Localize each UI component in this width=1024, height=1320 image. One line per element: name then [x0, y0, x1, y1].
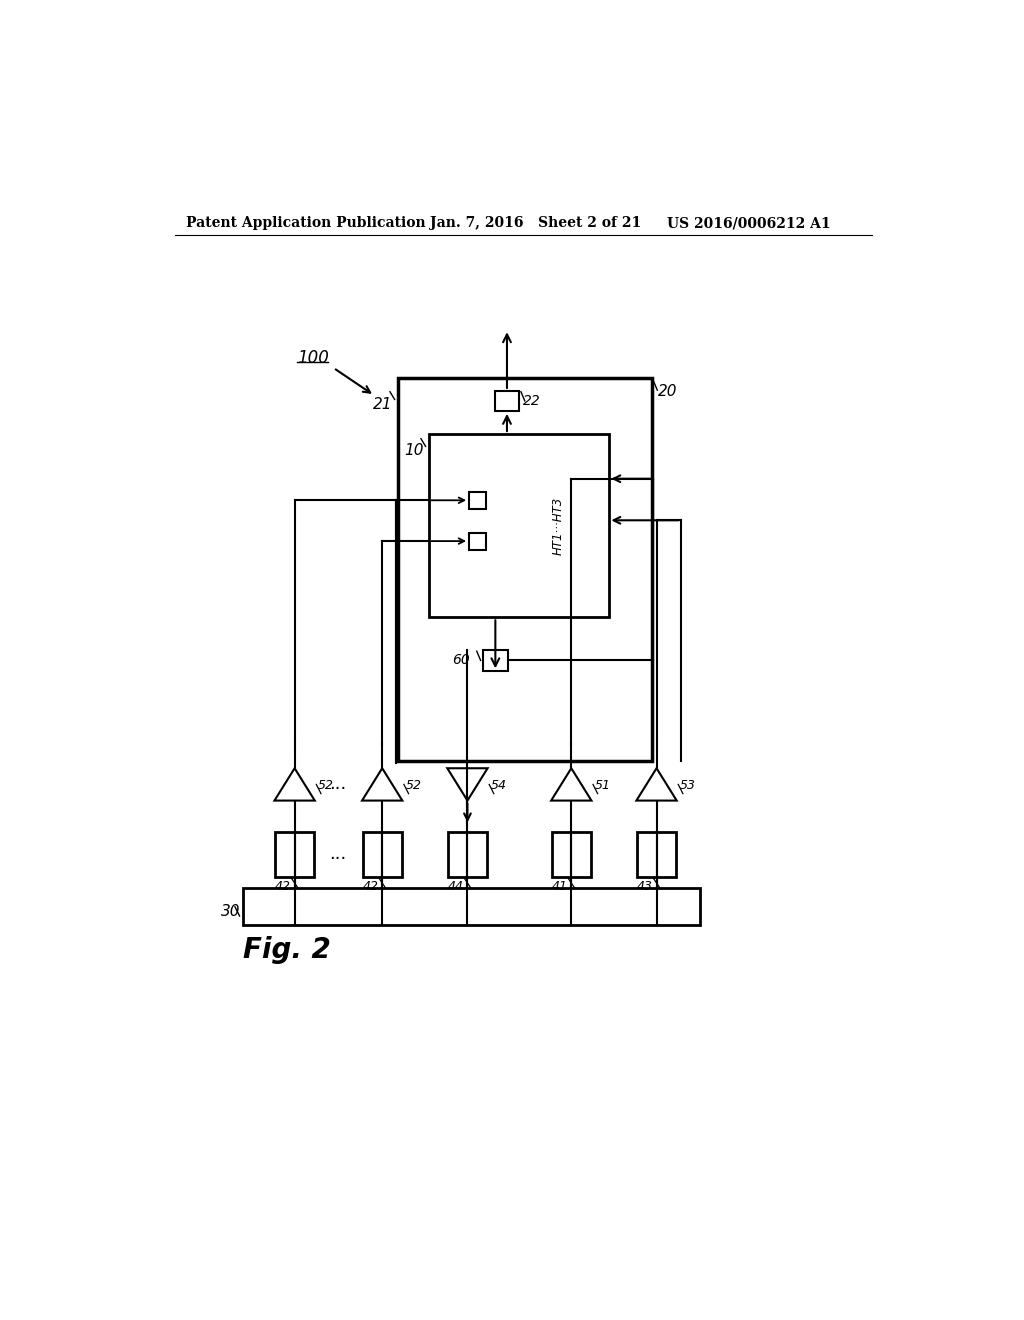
Bar: [469, 533, 486, 549]
Bar: [483, 649, 508, 671]
Bar: [449, 832, 486, 876]
Text: ...: ...: [330, 846, 347, 863]
Text: Jan. 7, 2016   Sheet 2 of 21: Jan. 7, 2016 Sheet 2 of 21: [430, 216, 641, 230]
Text: Patent Application Publication: Patent Application Publication: [186, 216, 426, 230]
Text: 100: 100: [297, 350, 329, 367]
Text: 54: 54: [490, 779, 507, 792]
Text: 60: 60: [452, 653, 470, 667]
Text: 10: 10: [403, 444, 423, 458]
Text: 44: 44: [449, 880, 464, 892]
Text: 21: 21: [373, 397, 392, 412]
Text: 52: 52: [406, 779, 422, 792]
Bar: [275, 832, 314, 876]
Text: 20: 20: [658, 384, 678, 399]
Bar: [362, 832, 401, 876]
Bar: [637, 832, 676, 876]
Text: US 2016/0006212 A1: US 2016/0006212 A1: [667, 216, 830, 230]
Text: 51: 51: [595, 779, 610, 792]
Bar: [429, 434, 608, 618]
Bar: [552, 832, 591, 876]
Bar: [397, 378, 652, 762]
Bar: [495, 391, 519, 411]
Text: 53: 53: [680, 779, 695, 792]
Text: 42: 42: [275, 880, 291, 892]
Text: Fig. 2: Fig. 2: [243, 936, 331, 964]
Text: HT1···HT3: HT1···HT3: [552, 496, 564, 554]
Text: 30: 30: [221, 904, 241, 919]
Bar: [469, 492, 486, 508]
Bar: [243, 888, 700, 925]
Text: 22: 22: [522, 395, 541, 408]
Text: 43: 43: [637, 880, 653, 892]
Text: 42: 42: [362, 880, 379, 892]
Text: 52: 52: [317, 779, 334, 792]
Text: ...: ...: [330, 775, 347, 793]
Text: 41: 41: [552, 880, 568, 892]
